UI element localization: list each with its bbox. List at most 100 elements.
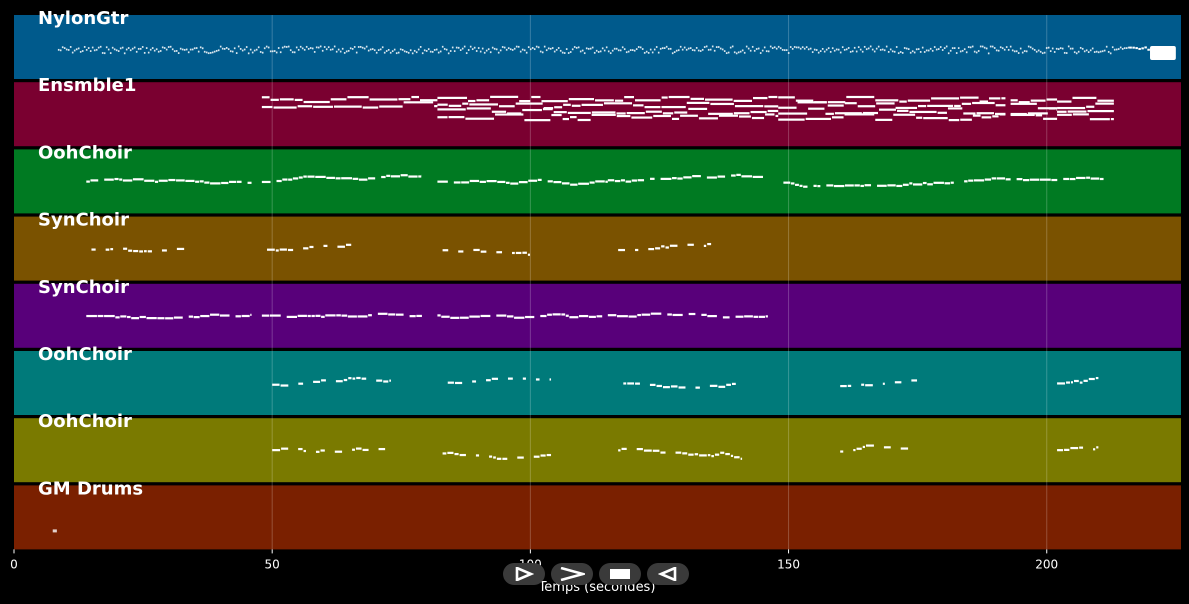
note: [253, 49, 256, 52]
note: [1025, 50, 1028, 53]
note: [527, 46, 530, 49]
rewind-button[interactable]: [647, 563, 689, 585]
note: [662, 386, 670, 389]
note: [965, 51, 968, 54]
track-name: OohChoir: [38, 411, 132, 432]
note: [377, 49, 380, 51]
note: [403, 101, 434, 104]
note: [589, 47, 592, 50]
note: [1127, 46, 1130, 49]
play-button[interactable]: [503, 563, 545, 585]
note: [695, 386, 700, 389]
note: [1051, 178, 1058, 182]
note: [617, 49, 620, 52]
note: [281, 46, 284, 49]
note: [282, 178, 288, 181]
note: [555, 48, 558, 51]
note: [505, 48, 508, 51]
note: [569, 316, 579, 319]
note: [176, 247, 185, 251]
stop-button[interactable]: [599, 563, 641, 585]
note: [1079, 381, 1083, 384]
track-name: GM Drums: [38, 478, 143, 499]
note: [453, 50, 456, 53]
note: [367, 49, 370, 52]
track-lane: [14, 15, 1181, 79]
note: [1071, 47, 1074, 50]
note: [605, 180, 608, 183]
note: [813, 184, 817, 187]
note: [352, 377, 356, 380]
note: [476, 99, 490, 102]
note: [408, 175, 418, 178]
note: [335, 177, 341, 180]
note: [347, 315, 357, 318]
note: [61, 46, 64, 49]
note: [336, 314, 341, 317]
note: [900, 447, 909, 450]
note: [1086, 176, 1091, 179]
note: [995, 104, 1006, 107]
note: [943, 47, 946, 49]
note: [454, 381, 463, 385]
note: [675, 451, 682, 454]
note: [229, 180, 237, 183]
note: [371, 48, 374, 50]
note: [711, 45, 714, 48]
note: [491, 110, 507, 113]
fast-forward-button[interactable]: [551, 563, 593, 585]
note: [834, 112, 862, 115]
note: [337, 48, 340, 51]
note: [605, 46, 608, 49]
note: [701, 48, 704, 51]
track-lane: [14, 485, 1181, 550]
note: [513, 47, 516, 50]
note: [575, 46, 578, 49]
note: [894, 381, 902, 384]
note: [951, 47, 954, 50]
note: [599, 50, 602, 53]
note: [829, 50, 832, 53]
note: [717, 46, 720, 48]
note: [210, 313, 220, 316]
note: [616, 112, 626, 115]
note: [509, 48, 512, 51]
note: [122, 179, 133, 182]
note: [390, 175, 401, 178]
note: [385, 50, 388, 52]
note: [207, 52, 210, 55]
note: [233, 47, 236, 50]
note: [591, 111, 616, 114]
note: [595, 99, 614, 102]
note: [937, 48, 940, 50]
note: [63, 47, 66, 50]
note: [473, 46, 476, 49]
note: [557, 47, 560, 49]
note: [261, 96, 270, 99]
note: [715, 46, 718, 48]
note: [298, 447, 303, 451]
note: [499, 49, 502, 52]
note: [718, 114, 739, 117]
note: [127, 315, 131, 319]
note: [169, 45, 172, 48]
note: [109, 52, 112, 54]
note: [1107, 51, 1110, 53]
note: [305, 45, 308, 48]
note: [1111, 46, 1114, 49]
note: [319, 45, 322, 48]
note: [518, 181, 528, 184]
note: [1059, 47, 1062, 50]
track-notes: [52, 529, 57, 533]
note: [1067, 110, 1087, 113]
note: [961, 102, 972, 105]
note: [146, 317, 157, 320]
note: [437, 96, 468, 99]
note: [918, 104, 927, 108]
note: [423, 49, 426, 52]
note: [356, 376, 361, 380]
note: [552, 313, 561, 316]
note: [795, 99, 814, 102]
note: [573, 46, 576, 48]
note: [703, 244, 707, 247]
